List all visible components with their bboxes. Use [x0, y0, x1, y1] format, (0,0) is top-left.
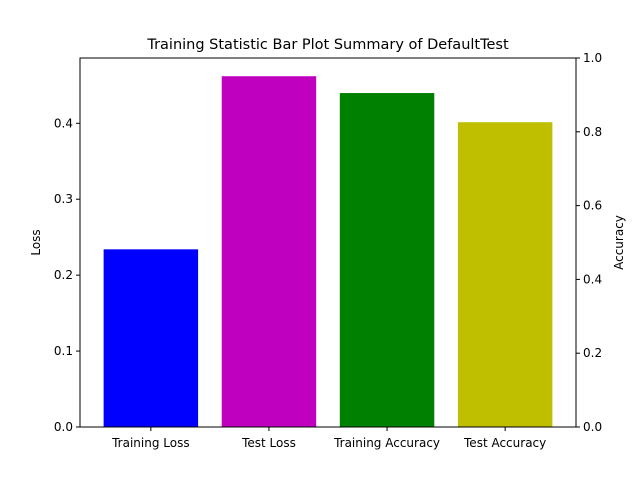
x-tick-label: Training Loss — [111, 436, 189, 450]
y-tick-label-right: 0.6 — [583, 199, 602, 213]
bar-1 — [103, 249, 199, 427]
chart-title: Training Statistic Bar Plot Summary of D… — [146, 37, 509, 53]
y-axis-label-right: Accuracy — [612, 215, 626, 270]
y-tick-label-right: 0.8 — [583, 125, 602, 139]
y-tick-label-right: 0.0 — [583, 420, 602, 434]
x-tick-label: Training Accuracy — [333, 436, 440, 450]
bar-4 — [457, 122, 553, 428]
y-axis-label-left: Loss — [29, 229, 43, 255]
y-tick-label-right: 0.4 — [583, 272, 602, 286]
x-tick-label: Test Accuracy — [463, 436, 546, 450]
x-tick-label: Test Loss — [241, 436, 296, 450]
y-tick-label-left: 0.3 — [54, 192, 73, 206]
left-y-axis: 0.0 0.1 0.2 0.3 0.4 — [54, 116, 80, 434]
y-tick-label-right: 0.2 — [583, 346, 602, 360]
right-y-axis: 0.0 0.2 0.4 0.6 0.8 1.0 — [576, 51, 602, 434]
plot-frame — [79, 57, 577, 428]
y-tick-label-left: 0.0 — [54, 420, 73, 434]
y-tick-label-left: 0.1 — [54, 344, 73, 358]
x-axis: Training Loss Test Loss Training Accuracy T… — [111, 427, 546, 450]
bar-2 — [221, 76, 317, 427]
bars-layer — [103, 76, 553, 428]
y-tick-label-left: 0.2 — [54, 268, 73, 282]
y-tick-label-right: 1.0 — [583, 51, 602, 65]
y-tick-label-left: 0.4 — [54, 116, 73, 130]
bar-3 — [339, 93, 435, 428]
